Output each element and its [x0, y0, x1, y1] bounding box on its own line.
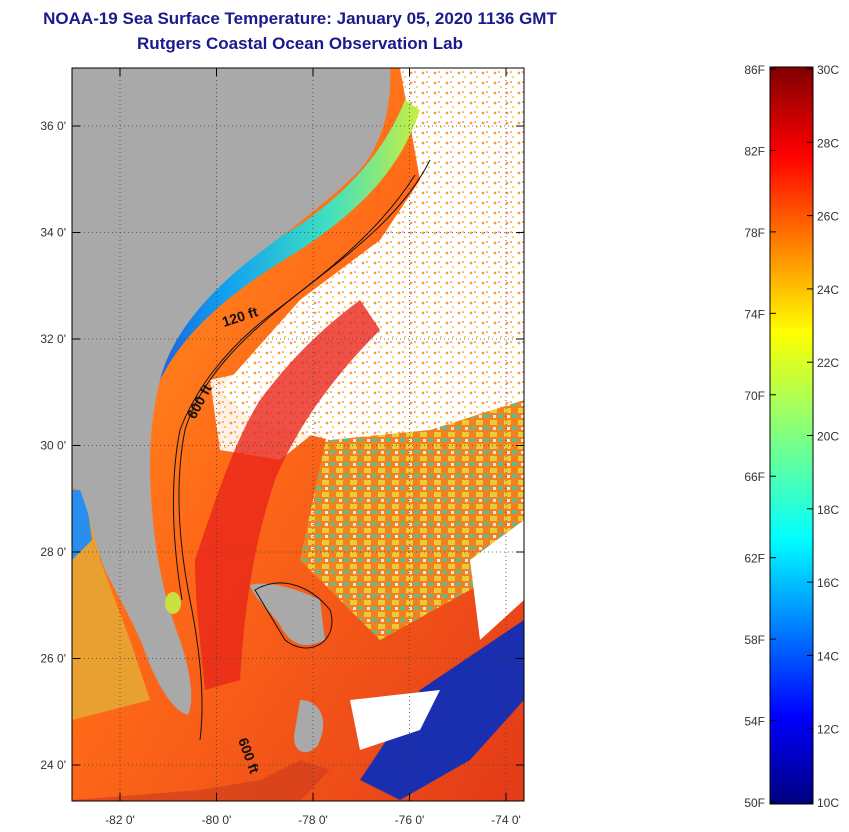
- fahrenheit-label: 62F: [744, 552, 765, 566]
- cloud-cover: [220, 68, 524, 440]
- lat-tick-label: 34 0': [40, 226, 66, 240]
- celsius-label: 20C: [817, 430, 839, 444]
- fahrenheit-label: 74F: [744, 307, 765, 321]
- fahrenheit-label: 70F: [744, 389, 765, 403]
- celsius-label: 26C: [817, 210, 839, 224]
- fahrenheit-label: 82F: [744, 144, 765, 158]
- lat-tick-label: 30 0': [40, 439, 66, 453]
- cold-coastal-water: [120, 100, 420, 500]
- lon-tick-label: -82 0': [105, 813, 135, 827]
- cold-patch: [360, 620, 524, 800]
- lon-tick-label: -74 0': [491, 813, 521, 827]
- fahrenheit-label: 66F: [744, 470, 765, 484]
- lat-tick-label: 32 0': [40, 332, 66, 346]
- celsius-label: 24C: [817, 283, 839, 297]
- map-frame: [71, 67, 525, 802]
- lon-tick-label: -76 0': [395, 813, 425, 827]
- lat-tick-label: 26 0': [40, 652, 66, 666]
- celsius-label: 16C: [817, 576, 839, 590]
- celsius-label: 18C: [817, 503, 839, 517]
- lat-tick-label: 28 0': [40, 545, 66, 559]
- colorbar-gradient: [769, 66, 814, 805]
- celsius-label: 28C: [817, 136, 839, 150]
- fahrenheit-label: 50F: [744, 796, 765, 810]
- fahrenheit-label: 86F: [744, 63, 765, 77]
- latitude-axis: 36 0' 34 0' 32 0' 30 0' 28 0' 26 0' 24 0': [40, 119, 524, 772]
- celsius-label: 30C: [817, 63, 839, 77]
- celsius-label: 14C: [817, 649, 839, 663]
- fahrenheit-label: 58F: [744, 633, 765, 647]
- celsius-label: 12C: [817, 723, 839, 737]
- lat-tick-label: 24 0': [40, 758, 66, 772]
- fahrenheit-label: 54F: [744, 715, 765, 729]
- map-subtitle: Rutgers Coastal Ocean Observation Lab: [137, 34, 463, 53]
- longitude-axis: -82 0' -80 0' -78 0' -76 0' -74 0': [105, 68, 521, 827]
- lat-tick-label: 36 0': [40, 119, 66, 133]
- celsius-scale: 30C 28C 26C 24C 22C 20C 18C 16C 14C 12C 10C: [807, 63, 839, 810]
- celsius-label: 22C: [817, 356, 839, 370]
- lon-tick-label: -78 0': [298, 813, 328, 827]
- fahrenheit-scale: 86F 82F 78F 74F 70F 66F 62F 58F 54F 50F: [744, 63, 776, 810]
- map-title: NOAA-19 Sea Surface Temperature: January…: [43, 9, 557, 28]
- fahrenheit-label: 78F: [744, 226, 765, 240]
- lon-tick-label: -80 0': [202, 813, 232, 827]
- celsius-label: 10C: [817, 796, 839, 810]
- land-mass: [72, 68, 391, 715]
